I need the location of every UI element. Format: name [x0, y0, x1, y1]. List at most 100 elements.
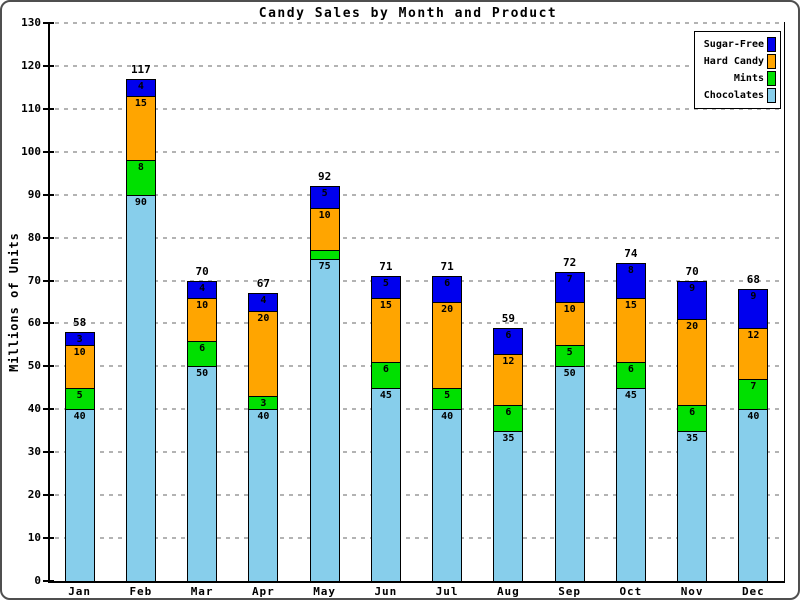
- gridline: [55, 451, 784, 454]
- bar-segment: 50: [187, 366, 218, 582]
- bar-segment: 45: [370, 387, 401, 582]
- x-tick-label: Aug: [496, 585, 520, 598]
- bar-segment: 6: [677, 405, 708, 432]
- bar-segment: 7: [554, 271, 585, 303]
- bar-segment: [309, 250, 340, 261]
- bar-segment-value: 10: [196, 299, 209, 311]
- bar-segment: 5: [554, 344, 585, 368]
- bar-segment-value: 5: [566, 346, 573, 358]
- y-tick-label: 130: [21, 16, 41, 29]
- bar-segment-value: 8: [137, 162, 144, 174]
- x-tick-label: Jun: [374, 585, 398, 598]
- bar-segment-value: 6: [382, 364, 389, 376]
- legend-swatch: [767, 37, 776, 52]
- bar-segment: 8: [615, 263, 646, 299]
- bar-segment: 9: [677, 280, 708, 321]
- gridline: [55, 365, 784, 368]
- bar-segment-value: 6: [444, 278, 451, 290]
- y-tick-label: 20: [27, 488, 41, 502]
- bar-segment-value: 15: [624, 299, 637, 311]
- y-tick-label: 90: [27, 187, 41, 201]
- bar-segment: 6: [615, 362, 646, 389]
- bar-segment: 75: [309, 259, 340, 582]
- bar-segment-value: 10: [318, 209, 331, 221]
- y-tick-label: 60: [27, 316, 41, 330]
- bar-segment: 40: [738, 409, 769, 582]
- bar-segment-value: 6: [505, 329, 512, 341]
- bar-segment-value: 15: [379, 299, 392, 311]
- bar-segment: 4: [187, 280, 218, 299]
- bar-segment: 12: [493, 353, 524, 406]
- bar-segment: 15: [370, 297, 401, 364]
- bar-segment-value: 45: [379, 389, 392, 401]
- gridline: [55, 64, 784, 67]
- y-tick-label: 120: [21, 58, 41, 72]
- x-tick-label: Sep: [558, 585, 582, 598]
- bar-segment-value: 50: [563, 368, 576, 380]
- right-border-line: [784, 22, 785, 582]
- legend-swatch: [767, 71, 776, 86]
- bar-segment-value: 9: [689, 282, 696, 294]
- bar-segment: 15: [125, 95, 156, 162]
- legend-item: Hard Candy: [697, 54, 776, 69]
- bar-segment-value: 10: [563, 304, 576, 315]
- bar-total-label: 92: [318, 170, 332, 184]
- bar-segment: 15: [615, 297, 646, 364]
- gridline: [55, 107, 784, 110]
- bar-segment-value: 75: [318, 261, 331, 273]
- bar-segment-value: 6: [627, 364, 634, 376]
- legend-item: Mints: [697, 71, 776, 86]
- y-axis-line: [48, 22, 50, 582]
- bar-total-label: 72: [563, 255, 577, 269]
- bar-segment-value: 50: [196, 368, 209, 380]
- bar-total-label: 59: [501, 311, 515, 325]
- y-tick-label: 50: [27, 359, 41, 373]
- bar-segment: 20: [432, 302, 463, 389]
- bar-segment: 45: [615, 387, 646, 582]
- x-tick-label: Nov: [680, 585, 704, 598]
- legend: Sugar-Free Hard Candy Mints Chocolates: [694, 31, 781, 109]
- bar-segment: 4: [248, 293, 279, 312]
- legend-swatch: [767, 54, 776, 69]
- bar-segment-value: 40: [73, 411, 86, 423]
- gridline: [55, 279, 784, 282]
- y-tick-label: 70: [27, 273, 41, 287]
- bar-segment: 5: [309, 186, 340, 209]
- bar-total-label: 58: [73, 316, 87, 330]
- bar-total-label: 71: [379, 260, 393, 274]
- bar-segment-value: 45: [624, 389, 637, 401]
- bar-segment: 6: [370, 362, 401, 389]
- bar-segment-value: 12: [747, 329, 760, 341]
- bar-segment-value: 5: [382, 278, 389, 290]
- bar-segment-value: 90: [134, 196, 147, 208]
- bar-segment: 10: [64, 344, 95, 389]
- bar-segment: 50: [554, 366, 585, 582]
- bar-segment-value: 8: [627, 265, 634, 277]
- x-tick-label: May: [313, 585, 337, 598]
- bar-segment-value: 35: [502, 432, 515, 444]
- gridline: [55, 408, 784, 411]
- x-axis-line: [48, 581, 785, 583]
- gridline: [55, 494, 784, 497]
- bar-segment-value: 40: [257, 411, 270, 423]
- bar-total-label: 117: [130, 62, 151, 76]
- bar-segment-value: 6: [505, 407, 512, 418]
- bar-segment-value: 4: [137, 80, 144, 92]
- bar-segment-value: 20: [441, 304, 454, 315]
- gridline: [55, 322, 784, 325]
- bar-segment: 6: [493, 405, 524, 432]
- legend-label: Hard Candy: [703, 56, 764, 67]
- bar-segment-value: 40: [441, 411, 454, 423]
- bar-total-label: 70: [685, 264, 699, 278]
- bar-segment-value: 4: [260, 295, 267, 307]
- bar-segment: 20: [677, 319, 708, 406]
- bar-segment: 40: [432, 409, 463, 582]
- x-tick-label: Dec: [741, 585, 765, 598]
- bar-total-label: 68: [746, 273, 760, 287]
- y-tick-label: 40: [27, 402, 41, 416]
- gridline: [55, 537, 784, 540]
- x-tick-label: Feb: [129, 585, 153, 598]
- bar-total-label: 71: [440, 260, 454, 274]
- x-tick-label: Jan: [68, 585, 92, 598]
